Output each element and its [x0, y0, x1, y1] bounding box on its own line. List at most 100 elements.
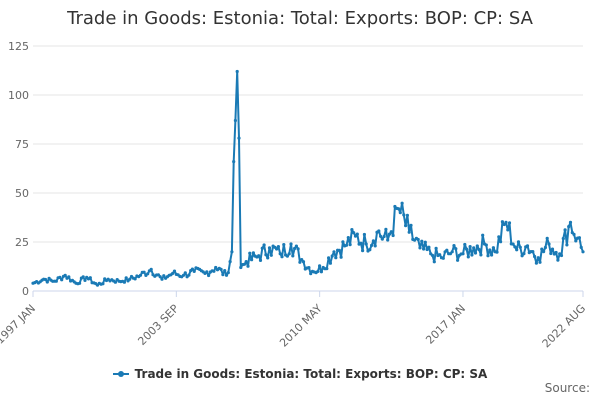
- data-point[interactable]: [479, 253, 483, 257]
- data-point[interactable]: [577, 236, 582, 240]
- data-point[interactable]: [470, 253, 474, 257]
- data-point[interactable]: [330, 254, 334, 258]
- data-point[interactable]: [334, 256, 338, 260]
- data-point[interactable]: [416, 237, 420, 242]
- data-point[interactable]: [574, 239, 578, 243]
- data-point[interactable]: [205, 270, 209, 274]
- data-point[interactable]: [45, 280, 49, 284]
- data-point[interactable]: [379, 234, 383, 238]
- data-point[interactable]: [533, 254, 537, 259]
- data-point[interactable]: [434, 246, 438, 250]
- data-point[interactable]: [239, 265, 243, 270]
- data-point[interactable]: [382, 234, 386, 239]
- data-point[interactable]: [275, 247, 279, 251]
- data-point[interactable]: [486, 254, 490, 258]
- data-point[interactable]: [522, 252, 526, 256]
- data-point[interactable]: [513, 245, 517, 249]
- data-point[interactable]: [233, 118, 237, 123]
- data-point[interactable]: [223, 269, 227, 273]
- data-point[interactable]: [549, 251, 553, 256]
- data-point[interactable]: [146, 272, 150, 276]
- data-point[interactable]: [282, 243, 286, 247]
- data-point[interactable]: [391, 233, 395, 238]
- data-point[interactable]: [232, 160, 236, 164]
- data-point[interactable]: [430, 253, 435, 257]
- data-point[interactable]: [423, 240, 427, 244]
- data-point[interactable]: [404, 224, 408, 228]
- data-point[interactable]: [565, 243, 569, 247]
- data-point[interactable]: [142, 270, 146, 274]
- data-point[interactable]: [122, 280, 126, 284]
- data-point[interactable]: [242, 262, 246, 266]
- data-point[interactable]: [267, 246, 272, 250]
- data-point[interactable]: [511, 242, 515, 246]
- data-point[interactable]: [506, 228, 510, 232]
- data-point[interactable]: [293, 246, 297, 251]
- data-point[interactable]: [244, 260, 248, 264]
- data-point[interactable]: [183, 271, 187, 275]
- data-point[interactable]: [264, 253, 268, 257]
- data-point[interactable]: [441, 256, 445, 260]
- data-point[interactable]: [221, 273, 225, 277]
- data-point[interactable]: [88, 276, 92, 280]
- data-point[interactable]: [550, 247, 555, 251]
- data-point[interactable]: [251, 251, 255, 255]
- data-point[interactable]: [466, 255, 470, 259]
- data-point[interactable]: [355, 232, 359, 236]
- data-point[interactable]: [488, 248, 492, 252]
- data-point[interactable]: [78, 281, 82, 285]
- data-point[interactable]: [289, 242, 293, 246]
- data-point[interactable]: [280, 255, 284, 259]
- data-point[interactable]: [235, 69, 239, 74]
- data-point[interactable]: [54, 279, 58, 283]
- data-point[interactable]: [484, 243, 488, 247]
- data-point[interactable]: [362, 232, 366, 237]
- data-point[interactable]: [516, 240, 521, 244]
- data-point[interactable]: [468, 245, 472, 249]
- data-point[interactable]: [230, 250, 234, 254]
- data-point[interactable]: [181, 273, 186, 277]
- data-point[interactable]: [525, 244, 530, 248]
- data-point[interactable]: [445, 248, 449, 252]
- data-point[interactable]: [543, 245, 548, 250]
- data-point[interactable]: [531, 250, 535, 254]
- data-point[interactable]: [300, 258, 304, 262]
- data-point[interactable]: [237, 136, 241, 140]
- data-point[interactable]: [389, 230, 393, 234]
- data-point[interactable]: [212, 269, 216, 273]
- data-point[interactable]: [226, 271, 230, 275]
- data-point[interactable]: [339, 255, 343, 259]
- data-point[interactable]: [248, 251, 252, 255]
- data-point[interactable]: [563, 228, 567, 232]
- data-point[interactable]: [287, 252, 291, 256]
- data-point[interactable]: [67, 275, 71, 279]
- data-point[interactable]: [400, 201, 404, 205]
- data-point[interactable]: [309, 272, 313, 276]
- data-point[interactable]: [276, 245, 280, 249]
- data-point[interactable]: [133, 277, 137, 281]
- data-point[interactable]: [257, 254, 261, 258]
- data-point[interactable]: [497, 235, 501, 239]
- data-point[interactable]: [420, 239, 424, 243]
- data-point[interactable]: [341, 240, 345, 244]
- data-point[interactable]: [554, 250, 558, 255]
- data-point[interactable]: [298, 260, 302, 264]
- data-point[interactable]: [481, 233, 485, 237]
- data-point[interactable]: [214, 265, 218, 270]
- data-point[interactable]: [190, 267, 194, 271]
- data-point[interactable]: [472, 246, 476, 250]
- data-point[interactable]: [294, 244, 298, 248]
- series-line[interactable]: [32, 70, 584, 287]
- data-point[interactable]: [556, 258, 560, 262]
- data-point[interactable]: [542, 250, 546, 254]
- data-point[interactable]: [500, 220, 504, 224]
- data-point[interactable]: [405, 213, 409, 217]
- data-point[interactable]: [328, 261, 332, 265]
- data-point[interactable]: [162, 274, 166, 278]
- data-point[interactable]: [192, 269, 196, 273]
- data-point[interactable]: [113, 280, 117, 284]
- data-point[interactable]: [81, 275, 85, 279]
- data-point[interactable]: [278, 252, 282, 256]
- data-point[interactable]: [171, 271, 175, 275]
- data-point[interactable]: [402, 213, 406, 217]
